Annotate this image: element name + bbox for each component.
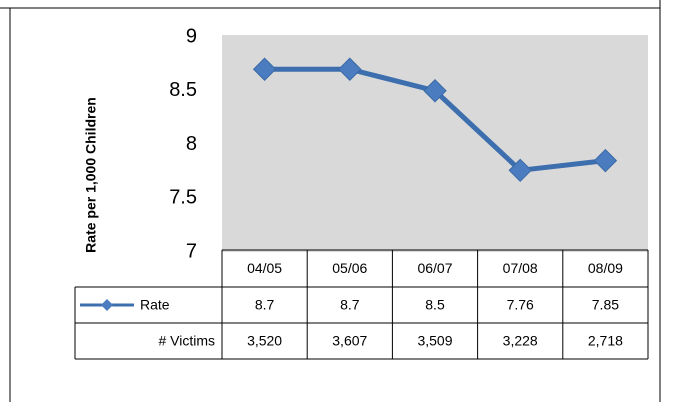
point-marker — [423, 79, 447, 103]
y-axis-label: Rate per 1,000 Children — [83, 97, 99, 253]
x-tick-label: 06/07 — [417, 260, 452, 276]
table-cell: 7.85 — [592, 297, 619, 313]
y-tick-label: 8 — [186, 133, 197, 155]
table-cell: 8.7 — [340, 297, 360, 313]
point-marker — [338, 57, 362, 81]
legend-marker — [101, 299, 113, 311]
table-row-label: # Victims — [158, 333, 215, 349]
table-cell: 3,607 — [332, 333, 367, 349]
y-tick-label: 7.5 — [169, 187, 197, 209]
point-marker — [593, 148, 618, 173]
table-cell: 7.76 — [507, 297, 534, 313]
table-cell: 3,520 — [247, 333, 282, 349]
x-tick-label: 05/06 — [332, 260, 367, 276]
table-cell: 8.5 — [425, 297, 445, 313]
y-tick-label: 9 — [186, 25, 197, 47]
table-cell: 8.7 — [255, 297, 275, 313]
x-tick-label: 08/09 — [588, 260, 623, 276]
table-cell: 3,228 — [503, 333, 538, 349]
x-tick-label: 07/08 — [503, 260, 538, 276]
table-cell: 2,718 — [588, 333, 623, 349]
legend-label: Rate — [140, 297, 170, 313]
x-tick-label: 04/05 — [247, 260, 282, 276]
point-marker — [508, 158, 532, 183]
y-tick-label: 8.5 — [169, 79, 197, 101]
table-cell: 3,509 — [417, 333, 452, 349]
point-marker — [252, 57, 277, 81]
y-tick-label: 7 — [186, 240, 197, 262]
